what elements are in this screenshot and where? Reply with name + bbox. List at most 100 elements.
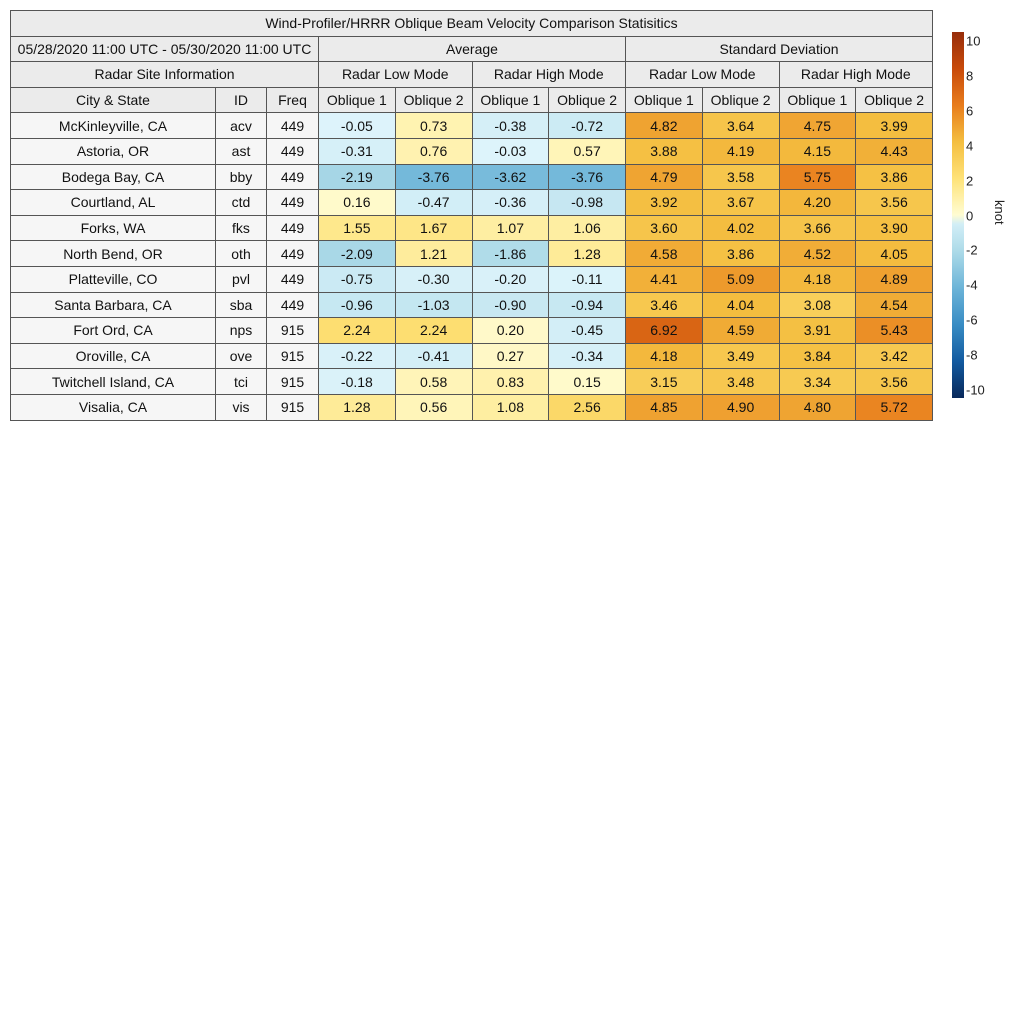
mode-header: Radar High Mode: [471, 61, 626, 88]
heatmap-cell: 4.75: [778, 112, 857, 139]
heatmap-cell: 0.16: [318, 189, 396, 216]
heatmap-cell: 4.19: [701, 137, 780, 165]
heatmap-cell: -0.96: [318, 291, 396, 319]
colorbar-tick: 8: [966, 68, 974, 84]
site-city: Platteville, CO: [10, 265, 216, 293]
heatmap-cell: 4.54: [855, 291, 933, 319]
heatmap-cell: 1.67: [394, 214, 473, 242]
heatmap-cell: 0.76: [394, 137, 473, 165]
colorbar-tick: 2: [966, 173, 974, 189]
group-header-average: Average: [318, 35, 626, 63]
colorbar-tick: -8: [966, 347, 978, 363]
heatmap-cell: 1.55: [318, 214, 396, 242]
table-row: Courtland, AL ctd 449 0.16 -0.47 -0.36 -0.98 3.…: [10, 189, 933, 216]
column-header: ID: [215, 86, 267, 114]
heatmap-cell: 0.56: [394, 393, 473, 421]
colorbar-tick: 0: [966, 208, 974, 223]
colorbar-tick: -2: [966, 242, 978, 258]
heatmap-cell: -0.22: [318, 342, 396, 370]
heatmap-cell: 4.59: [701, 317, 780, 344]
heatmap-cell: 3.88: [625, 137, 703, 165]
heatmap-cell: -3.62: [471, 163, 550, 191]
heatmap-cell: 3.56: [855, 368, 933, 395]
table-row: Oroville, CA ove 915 -0.22 -0.41 0.27 -0.34 4.1…: [10, 342, 933, 370]
mode-header: Radar Low Mode: [318, 61, 473, 88]
site-id: sba: [215, 291, 267, 319]
heatmap-cell: 3.58: [701, 163, 780, 191]
heatmap-cell: 0.83: [471, 368, 550, 395]
site-city: Fort Ord, CA: [10, 317, 216, 344]
heatmap-cell: 3.86: [701, 240, 780, 267]
heatmap-cell: 4.04: [701, 291, 780, 319]
table-row: Santa Barbara, CA sba 449 -0.96 -1.03 -0.90 -0…: [10, 291, 933, 319]
heatmap-cell: 4.18: [625, 342, 703, 370]
heatmap-cell: 3.46: [625, 291, 703, 319]
heatmap-cell: -0.30: [394, 265, 473, 293]
heatmap-cell: -0.18: [318, 368, 396, 395]
heatmap-cell: -0.20: [471, 265, 550, 293]
heatmap-cell: 3.99: [855, 112, 933, 139]
heatmap-cell: 3.34: [778, 368, 857, 395]
heatmap-cell: 4.41: [625, 265, 703, 293]
colorbar-tick: 6: [966, 103, 974, 119]
heatmap-cell: -1.03: [394, 291, 473, 319]
table-row: Fort Ord, CA nps 915 2.24 2.24 0.20 -0.45 6.92 4…: [10, 317, 933, 344]
heatmap-cell: 0.20: [471, 317, 550, 344]
site-city: Visalia, CA: [10, 393, 216, 421]
site-city: North Bend, OR: [10, 240, 216, 267]
site-freq: 915: [266, 368, 319, 395]
heatmap-cell: 0.73: [394, 112, 473, 139]
heatmap-cell: 3.15: [625, 368, 703, 395]
table-row: Astoria, OR ast 449 -0.31 0.76 -0.03 0.57 3.88 4…: [10, 137, 933, 165]
heatmap-cell: 4.52: [778, 240, 857, 267]
table-title: Wind-Profiler/HRRR Oblique Beam Velocity…: [10, 10, 933, 37]
heatmap-cell: -0.36: [471, 189, 550, 216]
heatmap-cell: 4.89: [855, 265, 933, 293]
heatmap-cell: 4.18: [778, 265, 857, 293]
table-row: Bodega Bay, CA bby 449 -2.19 -3.76 -3.62 -3.76…: [10, 163, 933, 191]
heatmap-cell: 1.28: [548, 240, 626, 267]
site-freq: 449: [266, 291, 319, 319]
site-id: acv: [215, 112, 267, 139]
mode-header: Radar High Mode: [778, 61, 933, 88]
table-row: North Bend, OR oth 449 -2.09 1.21 -1.86 1.28 4.…: [10, 240, 933, 267]
site-freq: 449: [266, 265, 319, 293]
heatmap-cell: -0.34: [548, 342, 626, 370]
site-freq: 449: [266, 214, 319, 242]
column-header: City & State: [10, 86, 216, 114]
heatmap-cell: -0.47: [394, 189, 473, 216]
mode-header: Radar Low Mode: [625, 61, 780, 88]
site-id: bby: [215, 163, 267, 191]
colorbar-label: knot: [992, 200, 1007, 225]
site-id: nps: [215, 317, 267, 344]
heatmap-cell: 3.08: [778, 291, 857, 319]
heatmap-cell: -2.19: [318, 163, 396, 191]
heatmap-cell: 3.90: [855, 214, 933, 242]
site-city: Courtland, AL: [10, 189, 216, 216]
site-id: pvl: [215, 265, 267, 293]
colorbar-tick: 4: [966, 138, 974, 154]
site-freq: 915: [266, 342, 319, 370]
heatmap-cell: 4.80: [778, 393, 857, 421]
heatmap-cell: 4.79: [625, 163, 703, 191]
column-header: Oblique 1: [625, 86, 703, 114]
heatmap-cell: -0.90: [471, 291, 550, 319]
site-id: fks: [215, 214, 267, 242]
heatmap-cell: -0.75: [318, 265, 396, 293]
site-id: oth: [215, 240, 267, 267]
site-id: ast: [215, 137, 267, 165]
site-city: Forks, WA: [10, 214, 216, 242]
column-header: Oblique 1: [318, 86, 396, 114]
heatmap-cell: 4.43: [855, 137, 933, 165]
site-city: Astoria, OR: [10, 137, 216, 165]
column-header: Oblique 2: [855, 86, 933, 114]
heatmap-cell: -0.72: [548, 112, 626, 139]
heatmap-cell: 3.84: [778, 342, 857, 370]
heatmap-cell: 0.15: [548, 368, 626, 395]
heatmap-cell: 2.24: [394, 317, 473, 344]
column-header: Oblique 2: [548, 86, 626, 114]
site-id: ctd: [215, 189, 267, 216]
site-id: ove: [215, 342, 267, 370]
heatmap-cell: 5.72: [855, 393, 933, 421]
site-id: vis: [215, 393, 267, 421]
